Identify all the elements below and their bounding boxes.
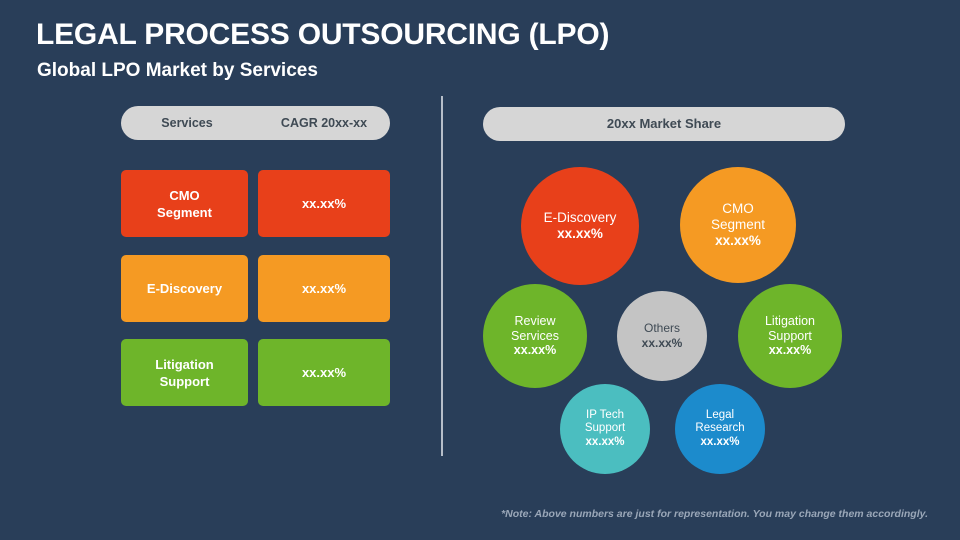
service-name-cell[interactable]: E-Discovery — [121, 255, 248, 322]
service-name-text: CMO Segment — [157, 187, 212, 220]
market-share-bubble[interactable]: Review Services xx.xx% — [483, 284, 587, 388]
table-row: CMO Segment xx.xx% — [121, 170, 390, 237]
footnote: *Note: Above numbers are just for repres… — [501, 508, 928, 520]
column-header-services: Services — [161, 116, 213, 130]
bubble-label: E-Discovery — [543, 210, 617, 226]
cagr-value-cell[interactable]: xx.xx% — [258, 255, 390, 322]
page-title: LEGAL PROCESS OUTSOURCING (LPO) — [36, 18, 610, 51]
bubble-value: xx.xx% — [715, 232, 761, 248]
page-subtitle: Global LPO Market by Services — [37, 60, 318, 81]
service-name-text: Litigation Support — [155, 356, 214, 389]
service-name-cell[interactable]: CMO Segment — [121, 170, 248, 237]
cagr-value-text: xx.xx% — [301, 196, 347, 211]
table-header-pill: Services CAGR 20xx-xx — [121, 106, 390, 140]
bubble-value: xx.xx% — [641, 335, 683, 350]
market-share-bubble[interactable]: Litigation Support xx.xx% — [738, 284, 842, 388]
market-share-panel: 20xx Market Share E-Discovery xx.xx% CMO Se… — [483, 107, 845, 474]
bubble-value: xx.xx% — [585, 435, 625, 448]
market-share-header: 20xx Market Share — [483, 107, 845, 141]
bubble-value: xx.xx% — [700, 435, 740, 448]
column-header-cagr: CAGR 20xx-xx — [280, 116, 368, 130]
bubble-label: CMO Segment — [710, 201, 766, 233]
services-table: Services CAGR 20xx-xx CMO Segment xx.xx% E-… — [121, 106, 390, 406]
bubble-label: IP Tech Support — [584, 408, 626, 435]
bubble-chart: E-Discovery xx.xx% CMO Segment xx.xx% Review S… — [470, 161, 860, 491]
bubble-label: Legal Research — [695, 408, 745, 435]
cagr-value-text: xx.xx% — [301, 281, 347, 296]
cagr-value-cell[interactable]: xx.xx% — [258, 339, 390, 406]
bubble-value: xx.xx% — [768, 343, 812, 358]
cagr-value-cell[interactable]: xx.xx% — [258, 170, 390, 237]
table-row: Litigation Support xx.xx% — [121, 339, 390, 406]
table-row: E-Discovery xx.xx% — [121, 255, 390, 322]
market-share-bubble[interactable]: Others xx.xx% — [617, 291, 707, 381]
vertical-divider — [441, 96, 443, 456]
bubble-label: Others — [643, 320, 680, 335]
cagr-value-text: xx.xx% — [301, 365, 347, 380]
market-share-bubble[interactable]: IP Tech Support xx.xx% — [560, 384, 650, 474]
market-share-bubble[interactable]: Legal Research xx.xx% — [675, 384, 765, 474]
bubble-label: Review Services — [511, 314, 559, 343]
bubble-value: xx.xx% — [513, 343, 557, 358]
service-name-text: E-Discovery — [146, 281, 223, 296]
market-share-bubble[interactable]: CMO Segment xx.xx% — [680, 167, 796, 283]
service-name-cell[interactable]: Litigation Support — [121, 339, 248, 406]
bubble-label: Litigation Support — [764, 314, 816, 343]
bubble-value: xx.xx% — [557, 225, 603, 241]
market-share-bubble[interactable]: E-Discovery xx.xx% — [521, 167, 639, 285]
